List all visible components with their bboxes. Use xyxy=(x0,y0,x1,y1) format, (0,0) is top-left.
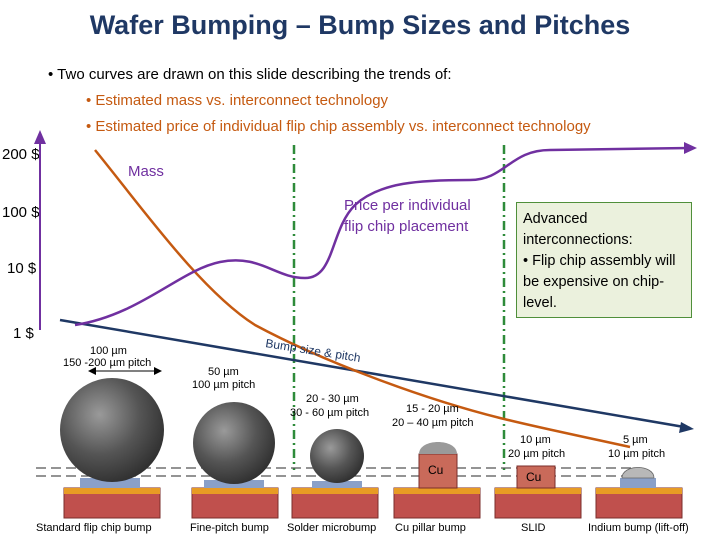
spec3-size: 20 - 30 µm xyxy=(306,393,359,405)
y-label-1: 1 $ xyxy=(13,325,34,342)
y-label-10: 10 $ xyxy=(7,260,37,277)
caption-standard: Standard flip chip bump xyxy=(36,522,152,534)
advanced-interconnect-note: Advanced interconnections: • Flip chip a… xyxy=(516,202,692,318)
caption-slid: SLID xyxy=(521,522,546,534)
cu-label-pillar: Cu xyxy=(428,463,443,477)
y-label-100: 100 $ xyxy=(2,204,40,221)
bump-trend-arrow xyxy=(679,422,694,433)
slide-title: Wafer Bumping – Bump Sizes and Pitches xyxy=(89,10,631,40)
caption-cu-pillar: Cu pillar bump xyxy=(395,522,466,534)
spec4-size: 15 - 20 µm xyxy=(406,403,459,415)
spec1-pitch: 150 -200 µm pitch xyxy=(63,357,151,369)
price-label-line2: flip chip placement xyxy=(344,218,469,235)
spec6-size: 5 µm xyxy=(623,434,648,446)
spec2-size: 50 µm xyxy=(208,366,239,378)
bump-indium xyxy=(595,467,683,519)
spec1-size: 100 µm xyxy=(90,345,127,357)
width-arrow xyxy=(88,367,162,375)
bump-cu-pillar: Cu xyxy=(393,442,481,519)
cu-label-slid: Cu xyxy=(526,470,541,484)
note-line-2: interconnections: xyxy=(523,232,633,248)
bump-solder-micro xyxy=(291,429,379,519)
price-bullet: • Estimated price of individual flip chi… xyxy=(86,118,591,135)
note-line-1: Advanced xyxy=(523,211,588,227)
spec5-size: 10 µm xyxy=(520,434,551,446)
mass-bullet: • Estimated mass vs. interconnect techno… xyxy=(86,92,389,109)
mass-curve xyxy=(94,149,631,449)
spec2-pitch: 100 µm pitch xyxy=(192,379,255,391)
note-line-3: • Flip chip assembly will be expensive o… xyxy=(523,253,676,311)
y-axis xyxy=(34,130,46,330)
bump-fine-pitch xyxy=(191,402,279,519)
bump-slid: Cu xyxy=(494,465,582,519)
intro-bullet: • Two curves are drawn on this slide des… xyxy=(48,66,452,83)
bump-trend-label: Bump size & pitch xyxy=(265,336,362,365)
bump-standard-flip-chip xyxy=(60,378,164,519)
spec4-pitch: 20 – 40 µm pitch xyxy=(392,417,474,429)
y-label-200: 200 $ xyxy=(2,146,40,163)
spec3-pitch: 30 - 60 µm pitch xyxy=(290,407,369,419)
spec6-pitch: 10 µm pitch xyxy=(608,448,665,460)
price-label-line1: Price per individual xyxy=(344,197,471,214)
price-curve xyxy=(74,146,691,327)
caption-indium: Indium bump (lift-off) xyxy=(588,522,689,534)
mass-label: Mass xyxy=(128,163,164,180)
caption-microbump: Solder microbump xyxy=(287,522,376,534)
price-curve-arrow xyxy=(684,142,697,154)
caption-fine-pitch: Fine-pitch bump xyxy=(190,522,269,534)
spec5-pitch: 20 µm pitch xyxy=(508,448,565,460)
bump-trend-line xyxy=(59,318,691,430)
